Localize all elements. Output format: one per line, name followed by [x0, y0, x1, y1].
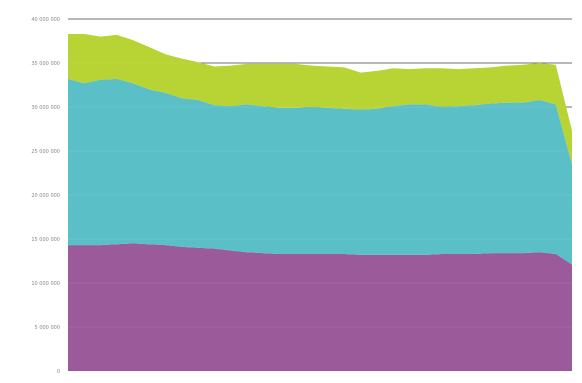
y-tick-label: 35 000 000: [31, 61, 60, 67]
area-series-2: [68, 78, 572, 265]
y-tick-label: 40 000 000: [31, 17, 60, 23]
y-tick-label: 10 000 000: [31, 281, 60, 287]
y-tick-label: 20 000 000: [31, 193, 60, 199]
y-tick-label: 0: [57, 369, 60, 375]
y-tick-label: 30 000 000: [31, 105, 60, 111]
area-series-3: [68, 33, 572, 165]
gridlines-overlay: [68, 18, 572, 328]
y-tick-label: 15 000 000: [31, 237, 60, 243]
y-tick-label: 25 000 000: [31, 149, 60, 155]
y-tick-label: 5 000 000: [35, 325, 60, 331]
area-series-group: [68, 33, 572, 371]
area-series-1: [68, 243, 572, 371]
y-axis-tick-labels: 0 5 000 000 10 000 000 15 000 000 20 000 000…: [31, 17, 60, 375]
